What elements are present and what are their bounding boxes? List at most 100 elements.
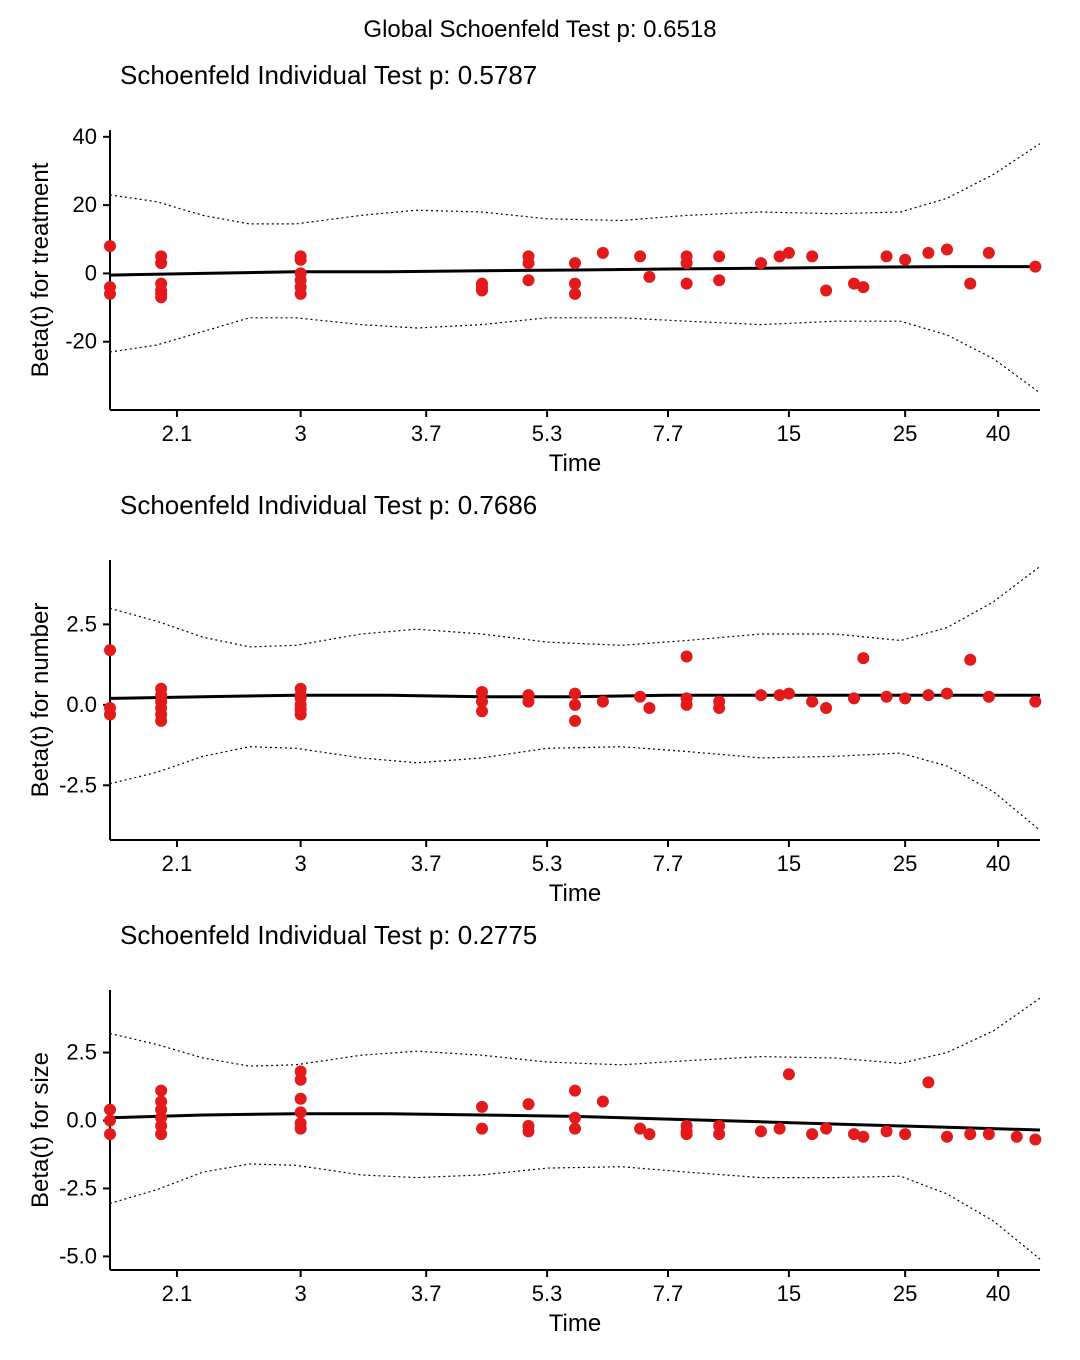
residual-point [643,702,655,714]
y-tick-label: -5.0 [59,1243,97,1268]
residual-point [941,244,953,256]
residual-point [857,1131,869,1143]
y-tick-label: -2.5 [59,1175,97,1200]
x-tick-label: 3.7 [411,421,442,446]
residual-point [806,696,818,708]
schoenfeld-panel-0: Schoenfeld Individual Test p: 0.5787 -20 0… [30,60,1065,480]
x-tick-label: 40 [986,1281,1010,1306]
residual-point [941,688,953,700]
residual-point [634,250,646,262]
residual-point [983,247,995,259]
residual-point [643,271,655,283]
residual-point [295,1074,307,1086]
ci-lower-line [110,1164,1040,1259]
residual-point [476,1101,488,1113]
schoenfeld-panel-2: Schoenfeld Individual Test p: 0.2775-5.0… [30,920,1065,1340]
residual-point [881,1125,893,1137]
plot-svg: -20020402.133.75.37.7152540TimeBeta(t) f… [30,90,1060,500]
residual-point [755,1125,767,1137]
residual-point [523,1098,535,1110]
residual-point [104,1114,116,1126]
residual-point [922,1076,934,1088]
x-tick-label: 40 [986,421,1010,446]
residual-point [569,257,581,269]
residual-point [964,1128,976,1140]
residual-point [806,1128,818,1140]
residual-point [964,278,976,290]
x-tick-label: 25 [893,851,917,876]
residual-point [569,699,581,711]
residual-point [104,240,116,252]
x-tick-label: 5.3 [532,1281,563,1306]
residual-point [104,288,116,300]
residual-point [104,708,116,720]
residual-point [1011,1131,1023,1143]
residual-point [476,705,488,717]
x-tick-label: 3 [295,851,307,876]
y-axis-title: Beta(t) for number [30,603,54,798]
panel-title: Schoenfeld Individual Test p: 0.5787 [120,60,537,91]
x-tick-label: 25 [893,421,917,446]
y-tick-label: 20 [73,192,97,217]
x-tick-label: 15 [777,851,801,876]
residual-point [104,1128,116,1140]
y-tick-label: 0.0 [66,692,97,717]
x-tick-label: 3.7 [411,1281,442,1306]
residual-point [476,284,488,296]
residual-point [713,250,725,262]
x-axis-title: Time [549,450,601,477]
page: Global Schoenfeld Test p: 0.6518 Schoenf… [0,0,1080,1350]
residual-point [1029,696,1041,708]
residual-point [881,250,893,262]
residual-point [783,1068,795,1080]
y-axis-title: Beta(t) for size [30,1052,54,1208]
residual-point [597,1095,609,1107]
residual-point [523,1125,535,1137]
residual-point [295,1093,307,1105]
residual-point [681,278,693,290]
residual-point [295,288,307,300]
ci-upper-line [110,998,1040,1066]
x-tick-label: 7.7 [653,851,684,876]
residual-point [806,250,818,262]
residual-point [569,688,581,700]
residual-point [155,257,167,269]
residual-point [755,689,767,701]
residual-point [155,291,167,303]
residual-point [983,691,995,703]
residual-point [569,1085,581,1097]
plot-svg: -5.0-2.50.02.52.133.75.37.7152540TimeBet… [30,950,1060,1360]
residual-point [881,691,893,703]
y-tick-label: 0 [85,260,97,285]
x-tick-label: 25 [893,1281,917,1306]
residual-point [523,274,535,286]
panel-title: Schoenfeld Individual Test p: 0.7686 [120,490,537,521]
residual-point [155,1128,167,1140]
residual-point [295,1106,307,1118]
residual-point [569,278,581,290]
ci-upper-line [110,566,1040,647]
x-tick-label: 2.1 [162,421,193,446]
x-tick-label: 3.7 [411,851,442,876]
y-axis-title: Beta(t) for treatment [30,162,54,377]
y-tick-label: -20 [65,329,97,354]
residual-point [755,257,767,269]
residual-point [643,1128,655,1140]
residual-point [783,247,795,259]
x-tick-label: 40 [986,851,1010,876]
residual-point [941,1131,953,1143]
residual-point [820,284,832,296]
residual-point [634,691,646,703]
residual-point [783,688,795,700]
ci-lower-line [110,747,1040,831]
residual-point [295,1123,307,1135]
residual-point [681,651,693,663]
schoenfeld-panel-1: Schoenfeld Individual Test p: 0.7686-2.5… [30,490,1065,910]
residual-point [155,1085,167,1097]
global-title: Global Schoenfeld Test p: 0.6518 [0,16,1080,44]
x-tick-label: 2.1 [162,1281,193,1306]
residual-point [713,274,725,286]
residual-point [295,254,307,266]
x-tick-label: 15 [777,1281,801,1306]
residual-point [899,1128,911,1140]
